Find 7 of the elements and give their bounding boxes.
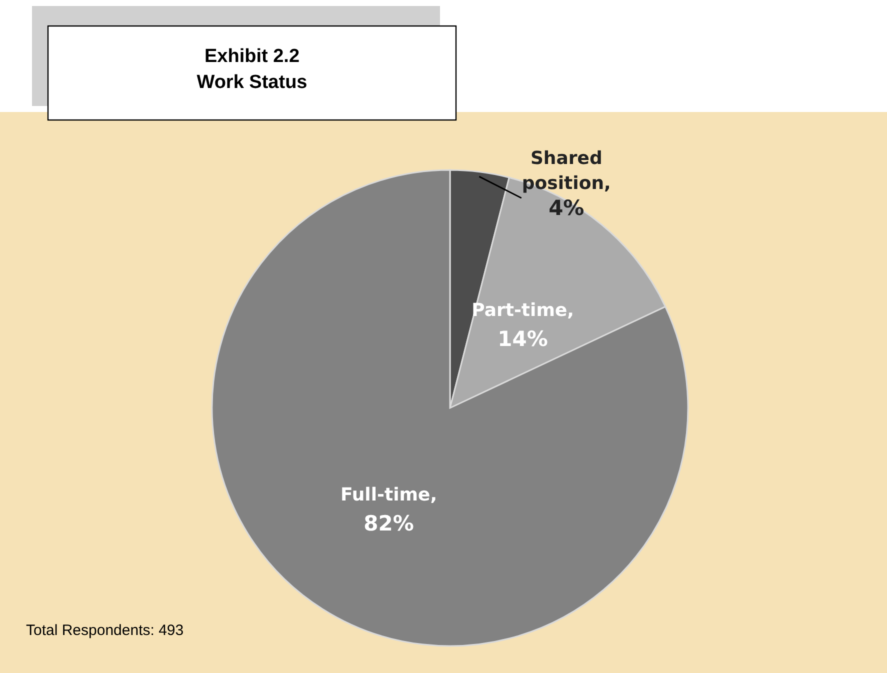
data-label: Full-time, 82% (340, 484, 438, 536)
data-label: Shared position, 4% (522, 148, 611, 220)
chart-title: Exhibit 2.2 (204, 46, 300, 67)
pie-slice (211, 169, 688, 646)
chart-subtitle: Work Status (196, 72, 308, 93)
text: Total Respondents: 493 (26, 622, 184, 639)
data-label: Part-time, 14% (472, 300, 574, 351)
